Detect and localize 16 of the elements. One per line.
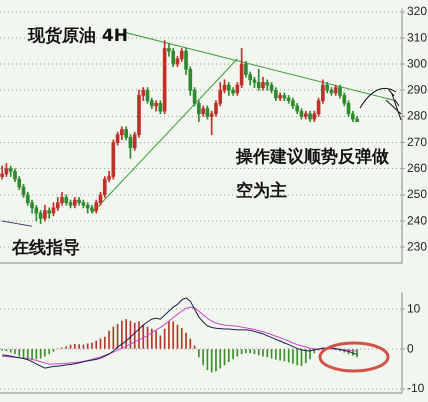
y-tick-label: 250 (407, 187, 428, 202)
y-tick-label: 270 (407, 134, 428, 149)
y-tick-label: 290 (407, 82, 428, 97)
y-tick-label: 0 (407, 341, 414, 356)
y-tick-label: -10 (407, 381, 425, 396)
annotation: 操作建议顺势反弹做空为主 (236, 146, 390, 203)
y-tick-label: 10 (407, 301, 421, 316)
y-tick-label: 280 (407, 108, 428, 123)
y-tick-label: 260 (407, 160, 428, 175)
text: 现货原油 4H (28, 25, 128, 47)
y-tick-label: 310 (407, 30, 428, 44)
y-tick-label: 230 (407, 239, 428, 254)
y-tick-label: 240 (407, 213, 428, 228)
y-tick-label: 320 (407, 4, 428, 18)
y-tick-label: 300 (407, 56, 428, 70)
annotation: 在线指导 (12, 237, 80, 259)
